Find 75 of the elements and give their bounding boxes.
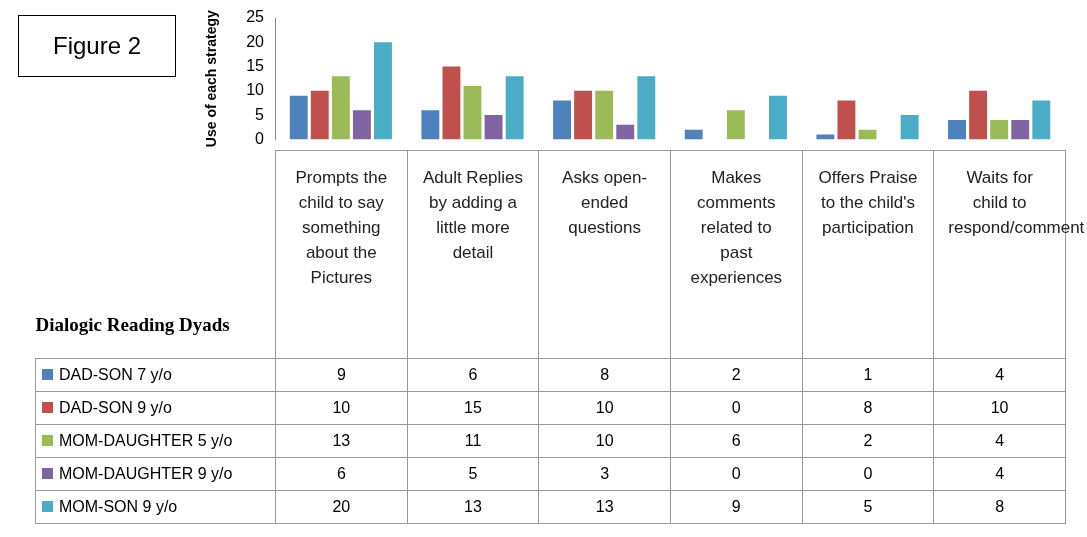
bar xyxy=(1032,100,1051,140)
bar xyxy=(352,110,371,140)
data-label: 10 xyxy=(275,391,408,424)
legend-label: MOM-SON 9 y/o xyxy=(35,490,276,523)
data-label: 4 xyxy=(933,358,1066,391)
data-label: 10 xyxy=(538,391,671,424)
bar xyxy=(310,90,329,140)
x-tick-label: Waits for child to respond/comment xyxy=(947,167,1085,239)
bar xyxy=(1011,119,1030,140)
bar xyxy=(505,76,524,140)
bar xyxy=(553,100,571,140)
bar xyxy=(442,66,461,140)
x-tick-label: Asks open-ended questions xyxy=(538,150,671,358)
x-axis-title: Dialogic Reading Dyads xyxy=(35,312,231,337)
data-label: 20 xyxy=(275,490,408,523)
bar xyxy=(726,110,745,140)
y-axis-title: Use of each strategy xyxy=(203,10,220,148)
data-label: 9 xyxy=(275,358,408,391)
data-label: 6 xyxy=(407,358,539,391)
bar xyxy=(374,42,392,140)
data-label: 2 xyxy=(802,424,934,457)
data-label: 13 xyxy=(407,490,539,523)
x-tick-label: Makes comments related to past experiences xyxy=(670,150,803,358)
legend-label: MOM-DAUGHTER 9 y/o xyxy=(35,457,276,490)
data-label: 6 xyxy=(275,457,408,490)
bar xyxy=(574,90,593,140)
caption: Figure 2 xyxy=(18,15,176,77)
bar xyxy=(969,90,988,140)
y-tick-label: 10 xyxy=(246,81,265,99)
y-tick-label: 15 xyxy=(246,56,265,74)
x-tick-label: Offers Praise to the child's participation xyxy=(802,150,934,358)
legend-label: MOM-DAUGHTER 5 y/o xyxy=(35,424,276,457)
bar xyxy=(484,115,503,140)
bar xyxy=(948,119,966,140)
bar xyxy=(616,124,635,140)
bar xyxy=(331,76,350,140)
data-label: 10 xyxy=(538,424,671,457)
data-label: 3 xyxy=(538,457,671,490)
bar xyxy=(637,76,656,140)
y-tick-label: 25 xyxy=(246,8,265,26)
data-label: 4 xyxy=(933,424,1066,457)
data-label: 8 xyxy=(933,490,1066,523)
data-label: 13 xyxy=(538,490,671,523)
data-label: 13 xyxy=(275,424,408,457)
data-label: 8 xyxy=(538,358,671,391)
bar xyxy=(837,100,856,140)
data-label: 5 xyxy=(802,490,934,523)
x-tick-label: Adult Replies by adding a little more detail xyxy=(407,150,539,358)
legend-label: DAD-SON 9 y/o xyxy=(35,391,276,424)
bar xyxy=(990,119,1009,140)
data-label: 1 xyxy=(802,358,934,391)
y-tick-label: 5 xyxy=(255,105,265,123)
data-label: 15 xyxy=(407,391,539,424)
data-label: 4 xyxy=(933,457,1066,490)
y-tick-label: 0 xyxy=(255,129,265,147)
bar xyxy=(463,85,482,140)
data-label: 10 xyxy=(933,391,1066,424)
x-tick-label: Prompts the child to say something about the Pictures xyxy=(275,150,408,358)
data-label: 9 xyxy=(670,490,803,523)
bar xyxy=(684,129,703,140)
bar xyxy=(421,110,440,140)
data-label: 5 xyxy=(407,457,539,490)
y-tick-label: 20 xyxy=(246,32,265,50)
data-label: 0 xyxy=(802,457,934,490)
bar xyxy=(595,90,614,140)
data-label: 0 xyxy=(670,391,803,424)
data-label: 2 xyxy=(670,358,803,391)
bar xyxy=(900,115,919,140)
bar xyxy=(769,95,787,140)
data-label: 0 xyxy=(670,457,803,490)
data-label: 6 xyxy=(670,424,803,457)
legend-label: DAD-SON 7 y/o xyxy=(35,358,276,391)
bar xyxy=(289,95,308,140)
data-label: 11 xyxy=(407,424,539,457)
data-label: 8 xyxy=(802,391,934,424)
